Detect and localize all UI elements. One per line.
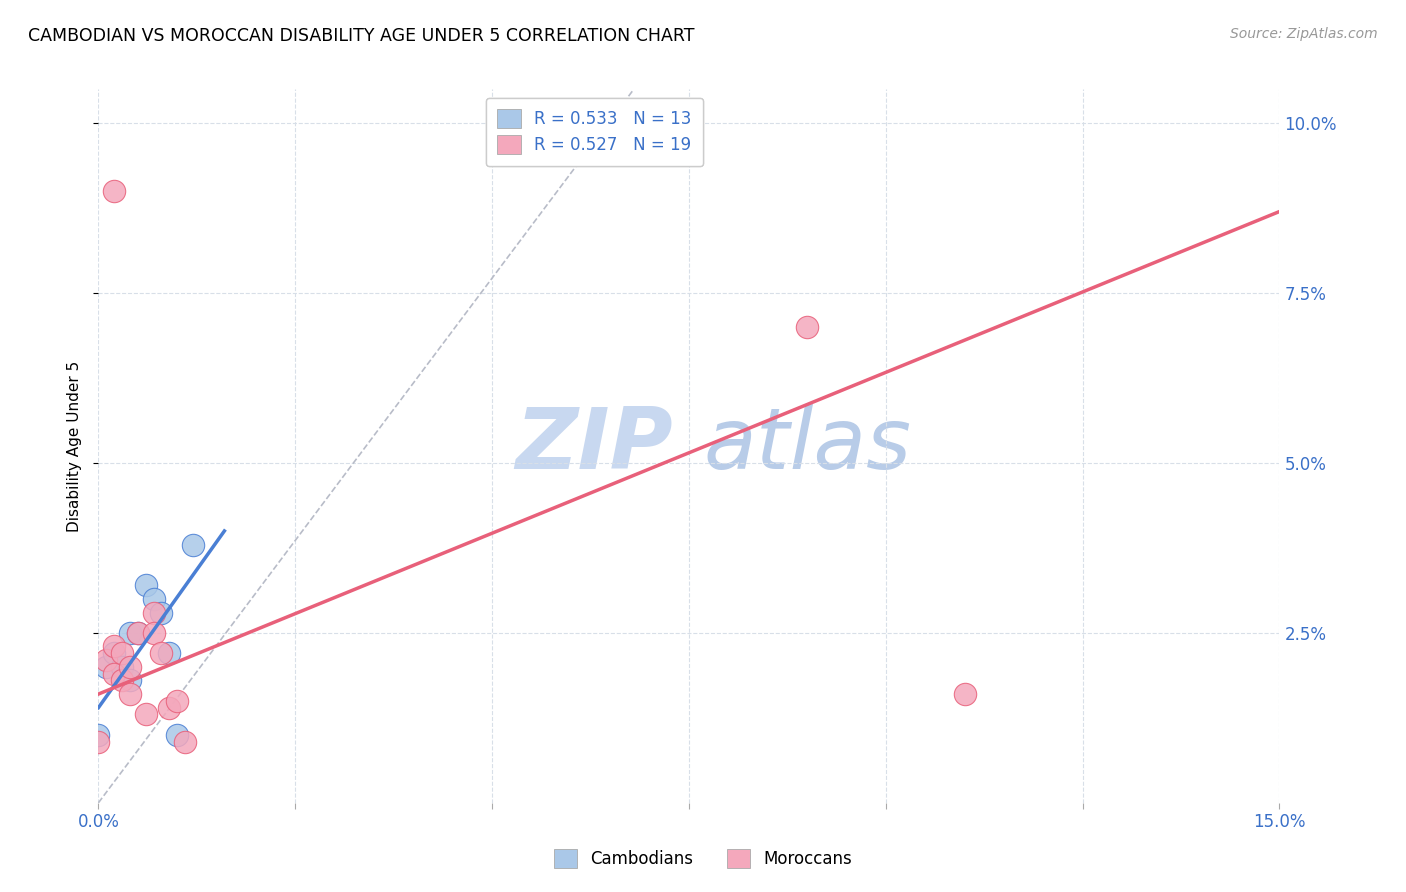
- Point: [150, 606, 173, 620]
- Point: [111, 673, 134, 688]
- Point: [953, 687, 976, 701]
- Point: [87, 734, 110, 748]
- Point: [118, 687, 141, 701]
- Point: [87, 728, 110, 742]
- Point: [118, 626, 141, 640]
- Point: [127, 626, 149, 640]
- Text: atlas: atlas: [703, 404, 911, 488]
- Point: [96, 653, 118, 667]
- Point: [796, 320, 818, 334]
- Point: [103, 666, 125, 681]
- Text: CAMBODIAN VS MOROCCAN DISABILITY AGE UNDER 5 CORRELATION CHART: CAMBODIAN VS MOROCCAN DISABILITY AGE UND…: [28, 27, 695, 45]
- Point: [142, 606, 165, 620]
- Point: [157, 700, 180, 714]
- Point: [181, 537, 204, 551]
- Point: [157, 646, 180, 660]
- Point: [150, 646, 173, 660]
- Point: [118, 673, 141, 688]
- Point: [174, 734, 197, 748]
- Point: [166, 728, 188, 742]
- Legend: Cambodians, Moroccans: Cambodians, Moroccans: [547, 842, 859, 875]
- Point: [135, 578, 157, 592]
- Point: [103, 184, 125, 198]
- Point: [103, 646, 125, 660]
- Point: [135, 707, 157, 722]
- Point: [127, 626, 149, 640]
- Y-axis label: Disability Age Under 5: Disability Age Under 5: [67, 360, 83, 532]
- Point: [111, 660, 134, 674]
- Point: [166, 694, 188, 708]
- Point: [142, 591, 165, 606]
- Point: [96, 660, 118, 674]
- Point: [142, 626, 165, 640]
- Point: [103, 640, 125, 654]
- Point: [118, 660, 141, 674]
- Point: [111, 646, 134, 660]
- Legend: R = 0.533   N = 13, R = 0.527   N = 19: R = 0.533 N = 13, R = 0.527 N = 19: [485, 97, 703, 166]
- Text: Source: ZipAtlas.com: Source: ZipAtlas.com: [1230, 27, 1378, 41]
- Text: ZIP: ZIP: [516, 404, 673, 488]
